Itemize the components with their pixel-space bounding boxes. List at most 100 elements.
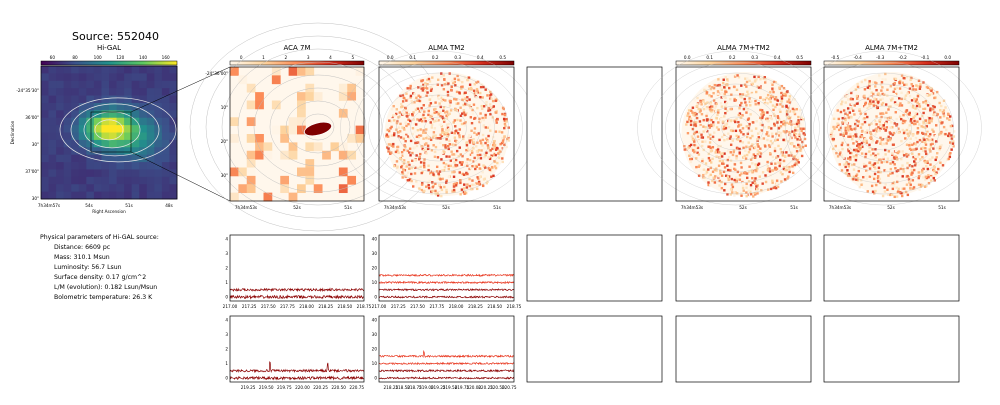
zoom-box <box>90 111 132 153</box>
heatmap-cell <box>86 117 95 126</box>
noise-pixel <box>747 180 751 183</box>
noise-pixel <box>388 119 391 122</box>
heatmap-cell <box>124 154 133 163</box>
noise-pixel <box>403 144 407 148</box>
noise-pixel <box>856 138 859 142</box>
heatmap-cell <box>41 139 49 148</box>
tick-label: 217.00 <box>223 304 238 309</box>
noise-pixel <box>437 172 440 176</box>
noise-pixel <box>846 127 849 130</box>
noise-pixel <box>851 137 854 141</box>
noise-pixel <box>445 188 448 192</box>
noise-pixel <box>799 123 802 126</box>
noise-pixel <box>478 175 482 179</box>
noise-pixel <box>451 143 454 146</box>
heatmap-cell <box>93 80 102 89</box>
colorbar-tick-label: 3 <box>307 55 310 60</box>
noise-pixel <box>796 129 799 132</box>
heatmap-cell <box>116 191 125 200</box>
heatmap-cell <box>116 125 125 133</box>
noise-pixel <box>756 184 759 187</box>
noise-pixel <box>836 155 840 158</box>
noise-pixel <box>902 119 905 122</box>
noise-pixel <box>484 153 487 157</box>
noise-pixel <box>712 83 715 86</box>
noise-pixel <box>451 79 454 83</box>
noise-pixel <box>886 157 890 160</box>
noise-pixel <box>389 143 392 146</box>
noise-pixel <box>926 167 930 171</box>
noise-pixel <box>876 119 879 122</box>
noise-pixel <box>887 108 890 111</box>
noise-pixel <box>484 113 487 117</box>
noise-pixel <box>926 86 930 90</box>
noise-pixel <box>431 189 434 193</box>
noise-pixel <box>887 174 890 177</box>
heatmap-cell <box>63 102 72 111</box>
noise-pixel <box>473 117 476 120</box>
noise-pixel <box>848 147 851 151</box>
noise-pixel <box>727 156 731 159</box>
noise-pixel <box>745 111 748 114</box>
noise-pixel <box>427 136 430 139</box>
noise-pixel <box>754 177 757 180</box>
heatmap-cell <box>93 191 102 200</box>
noise-pixel <box>851 97 854 101</box>
noise-pixel <box>847 172 851 176</box>
noise-pixel <box>905 128 909 132</box>
tick-label: 218.25 <box>384 385 399 390</box>
noise-pixel <box>437 113 440 116</box>
noise-pixel <box>915 84 918 87</box>
noise-pixel <box>466 183 469 186</box>
noise-pixel <box>762 77 765 80</box>
noise-pixel <box>466 172 469 176</box>
noise-pixel <box>411 113 414 116</box>
noise-pixel <box>441 115 444 119</box>
noise-pixel <box>779 134 783 137</box>
tick-label: 218.75 <box>357 304 372 309</box>
noise-pixel <box>874 164 877 167</box>
noise-pixel <box>917 79 921 83</box>
noise-pixel <box>865 169 868 172</box>
noise-pixel <box>771 83 774 87</box>
noise-pixel <box>878 76 881 79</box>
noise-pixel <box>749 113 752 116</box>
noise-pixel <box>891 126 894 129</box>
noise-pixel <box>414 98 417 101</box>
noise-pixel <box>918 87 922 91</box>
noise-pixel <box>858 109 861 112</box>
noise-pixel <box>469 167 473 170</box>
heatmap-cell <box>154 154 163 163</box>
noise-pixel <box>932 165 936 168</box>
noise-pixel <box>892 90 895 93</box>
noise-pixel <box>773 122 776 126</box>
heatmap-cell <box>124 184 133 193</box>
noise-pixel <box>778 134 781 137</box>
noise-pixel <box>844 126 848 130</box>
noise-pixel <box>486 121 490 125</box>
noise-pixel <box>858 122 861 126</box>
noise-pixel <box>716 84 719 87</box>
noise-pixel <box>899 102 902 105</box>
noise-pixel <box>866 190 869 193</box>
noise-pixel <box>839 151 842 154</box>
heatmap-cell <box>56 176 65 185</box>
colorbar-tick-label: 4 <box>329 55 332 60</box>
noise-pixel <box>461 96 465 99</box>
heatmap-cell <box>131 147 140 156</box>
noise-pixel <box>425 94 428 98</box>
noise-pixel <box>762 137 766 140</box>
noise-pixel <box>868 80 871 83</box>
noise-pixel <box>412 92 415 95</box>
noise-pixel <box>733 163 737 166</box>
noise-pixel <box>922 125 925 129</box>
noise-pixel <box>486 144 490 147</box>
heatmap-cell <box>116 95 125 104</box>
noise-pixel <box>918 138 922 142</box>
noise-pixel <box>413 146 417 149</box>
noise-pixel <box>850 102 853 106</box>
noise-pixel <box>881 194 885 198</box>
noise-pixel <box>737 138 740 141</box>
